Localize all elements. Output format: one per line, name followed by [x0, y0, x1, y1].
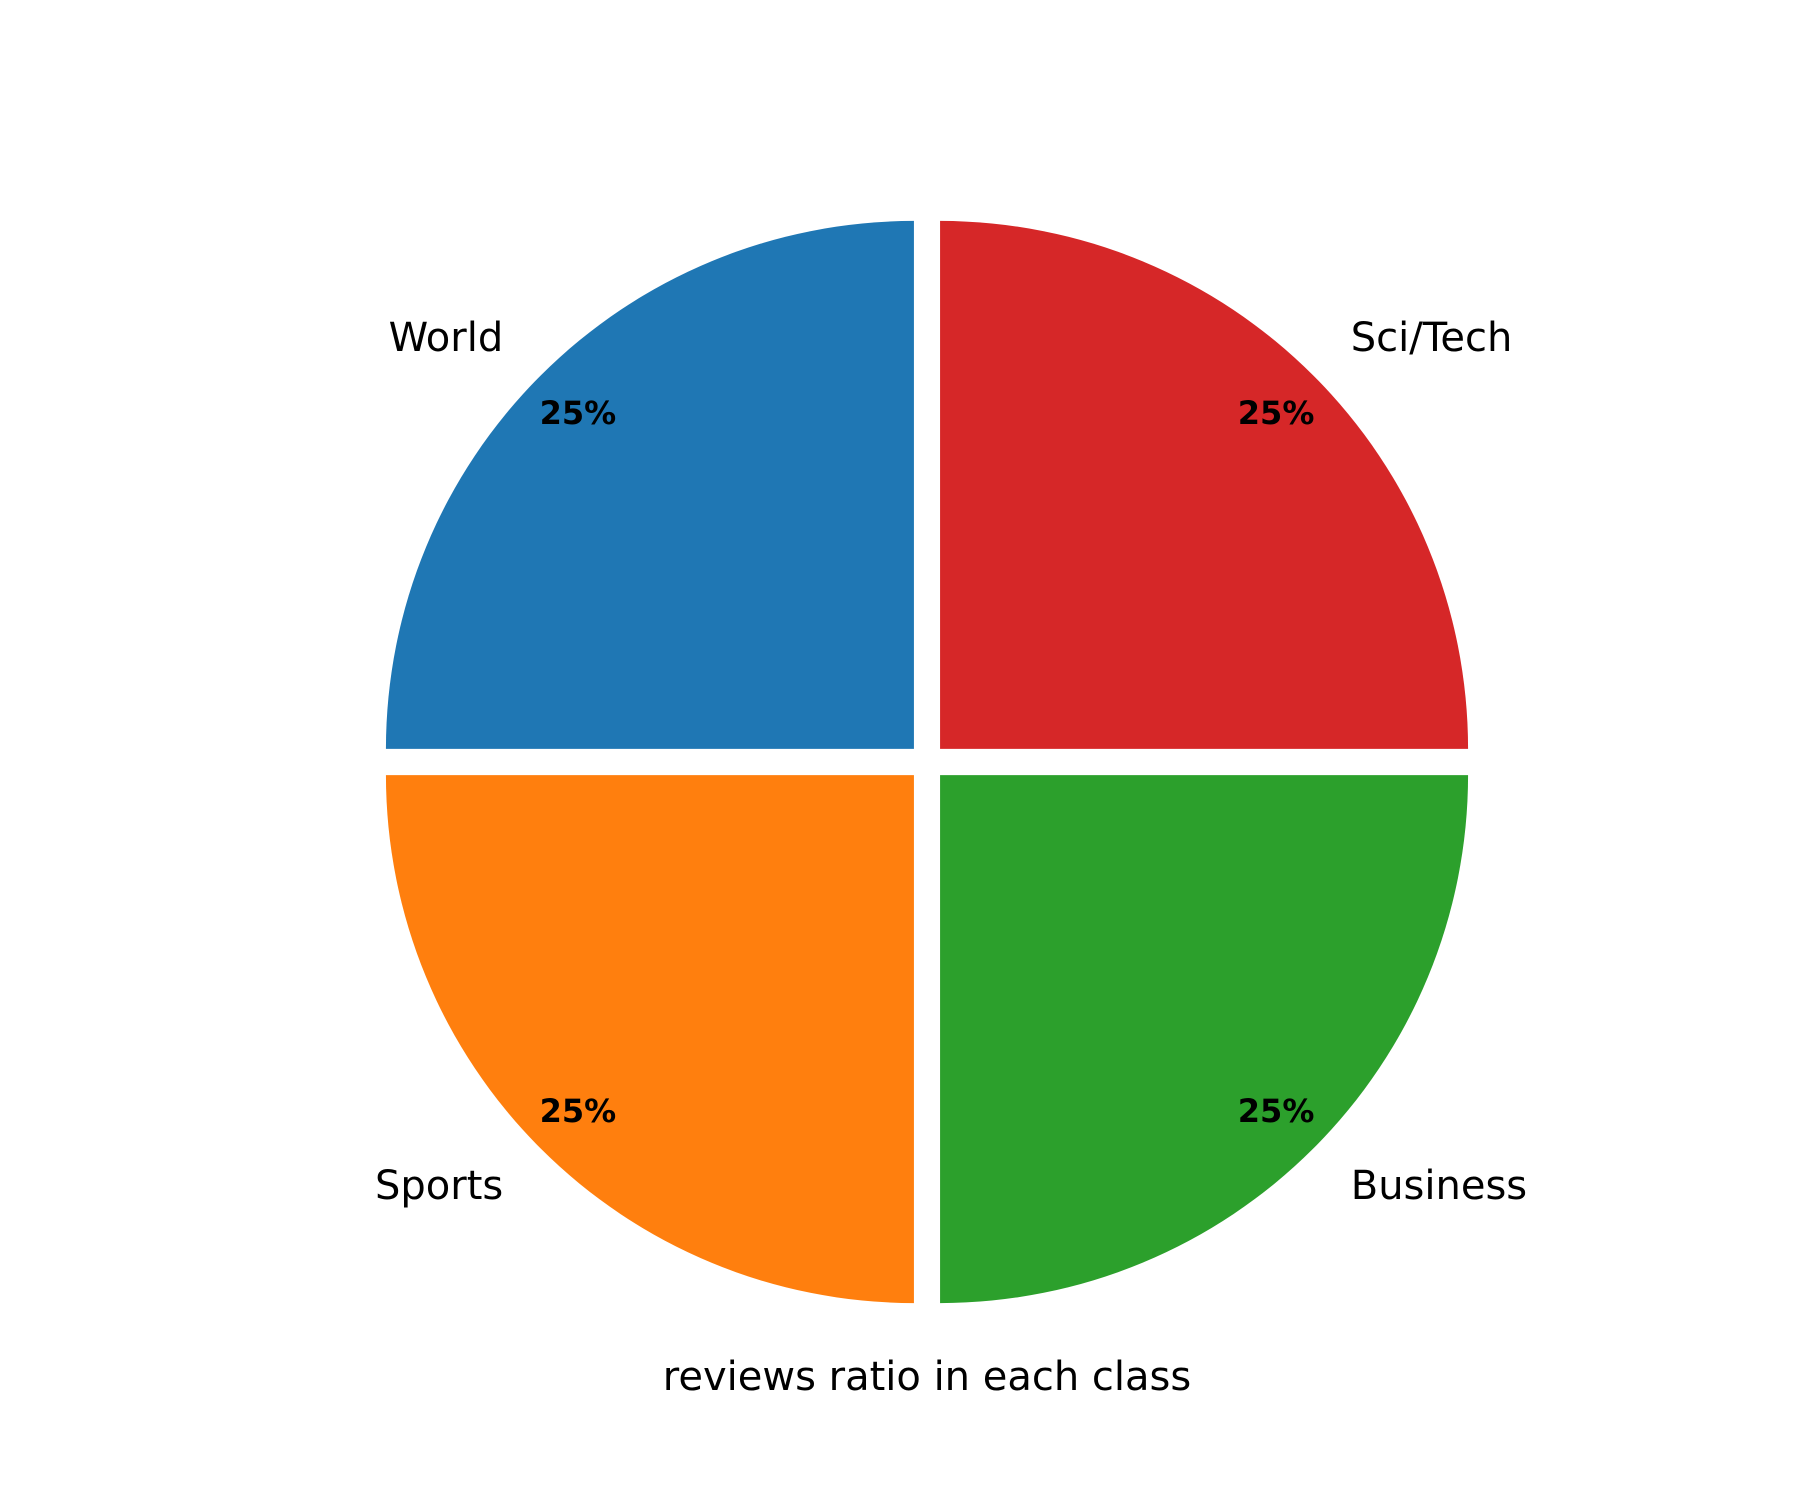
pie-slice-world: [385, 220, 914, 749]
slice-label-sports: Sports: [375, 1163, 503, 1209]
slice-label-sci-tech: Sci/Tech: [1351, 315, 1513, 361]
pct-label-sports: 25%: [540, 1092, 617, 1130]
pie-slice-business: [940, 775, 1469, 1304]
pie-slice-sci-tech: [940, 220, 1469, 749]
pie-slices: [385, 220, 1469, 1304]
pct-label-sci-tech: 25%: [1238, 394, 1315, 432]
x-axis-label: reviews ratio in each class: [663, 1354, 1191, 1400]
pie-labels: World 25% Sports 25% Business 25% Sci/Tech 25%: [375, 315, 1527, 1209]
pie-slice-sports: [385, 775, 914, 1304]
slice-label-business: Business: [1351, 1163, 1527, 1209]
pct-label-world: 25%: [540, 394, 617, 432]
pct-label-business: 25%: [1238, 1092, 1315, 1130]
slice-label-world: World: [389, 315, 504, 361]
